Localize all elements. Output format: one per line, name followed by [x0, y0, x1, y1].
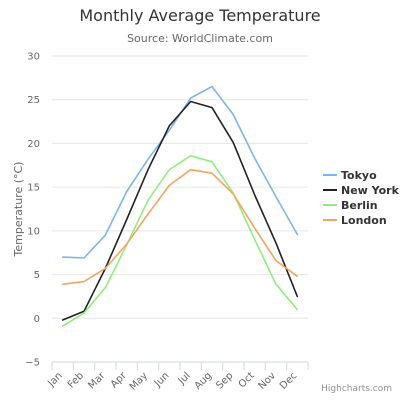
- x-tick-label: Sep: [214, 370, 235, 391]
- legend-label: Berlin: [341, 199, 378, 212]
- credits-link[interactable]: Highcharts.com: [321, 384, 392, 394]
- x-tick-label: Jan: [45, 370, 64, 389]
- series-lines: [61, 85, 299, 327]
- x-tick-label: Mar: [86, 370, 108, 392]
- legend-label: Tokyo: [341, 169, 377, 182]
- chart-subtitle: Source: WorldClimate.com: [127, 32, 273, 45]
- y-tick-label: 20: [27, 139, 40, 150]
- y-axis-title: Temperature (°C): [12, 162, 25, 258]
- x-tick-label: Oct: [237, 370, 257, 390]
- x-tick-label: Aug: [193, 370, 215, 392]
- x-tick-label: Apr: [109, 370, 130, 391]
- series-line-berlin[interactable]: [61, 154, 299, 327]
- y-tick-label: 30: [27, 52, 40, 63]
- x-tick-label: Feb: [66, 370, 86, 390]
- chart-title: Monthly Average Temperature: [79, 6, 321, 25]
- x-tick-label: Jun: [152, 370, 172, 390]
- y-tick-label: 10: [27, 226, 40, 237]
- y-tick-label: 15: [27, 183, 40, 194]
- legend-label: New York: [341, 184, 400, 197]
- legend-item-berlin[interactable]: Berlin: [323, 199, 378, 212]
- x-tick-label: Dec: [278, 370, 299, 391]
- y-tick-label: −5: [25, 358, 40, 369]
- series-line-new-york[interactable]: [61, 100, 299, 321]
- legend-item-new-york[interactable]: New York: [323, 184, 400, 197]
- y-tick-label: 0: [34, 314, 40, 325]
- grid: [52, 55, 308, 363]
- x-tick-label: Jul: [176, 370, 193, 387]
- series-line-london[interactable]: [61, 168, 299, 285]
- y-tick-label: 5: [34, 270, 40, 281]
- x-tick-label: May: [128, 370, 150, 392]
- legend-item-tokyo[interactable]: Tokyo: [323, 169, 377, 182]
- y-tick-label: 25: [27, 95, 40, 106]
- legend: Tokyo New York Berlin London: [323, 169, 400, 227]
- legend-label: London: [341, 214, 387, 227]
- x-tick-label: Nov: [257, 370, 279, 392]
- y-axis-ticks: −5 0 5 10 15 20 25 30: [25, 52, 40, 369]
- legend-item-london[interactable]: London: [323, 214, 387, 227]
- series-line-tokyo[interactable]: [61, 85, 299, 259]
